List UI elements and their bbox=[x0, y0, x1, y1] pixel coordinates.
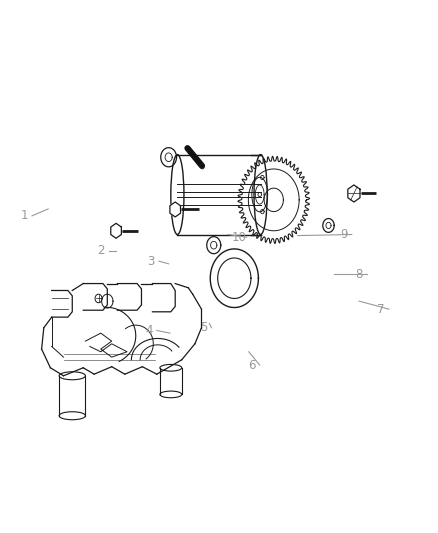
Text: 10: 10 bbox=[231, 231, 246, 244]
Polygon shape bbox=[348, 185, 360, 202]
Polygon shape bbox=[170, 202, 180, 217]
Text: 4: 4 bbox=[145, 324, 153, 337]
Text: 9: 9 bbox=[340, 228, 348, 241]
Text: 6: 6 bbox=[248, 359, 256, 372]
Text: 3: 3 bbox=[148, 255, 155, 268]
Text: 8: 8 bbox=[356, 268, 363, 281]
Text: 1: 1 bbox=[20, 209, 28, 222]
Polygon shape bbox=[111, 223, 121, 238]
Text: 5: 5 bbox=[200, 321, 207, 334]
Text: 7: 7 bbox=[377, 303, 385, 316]
Text: 2: 2 bbox=[97, 244, 105, 257]
